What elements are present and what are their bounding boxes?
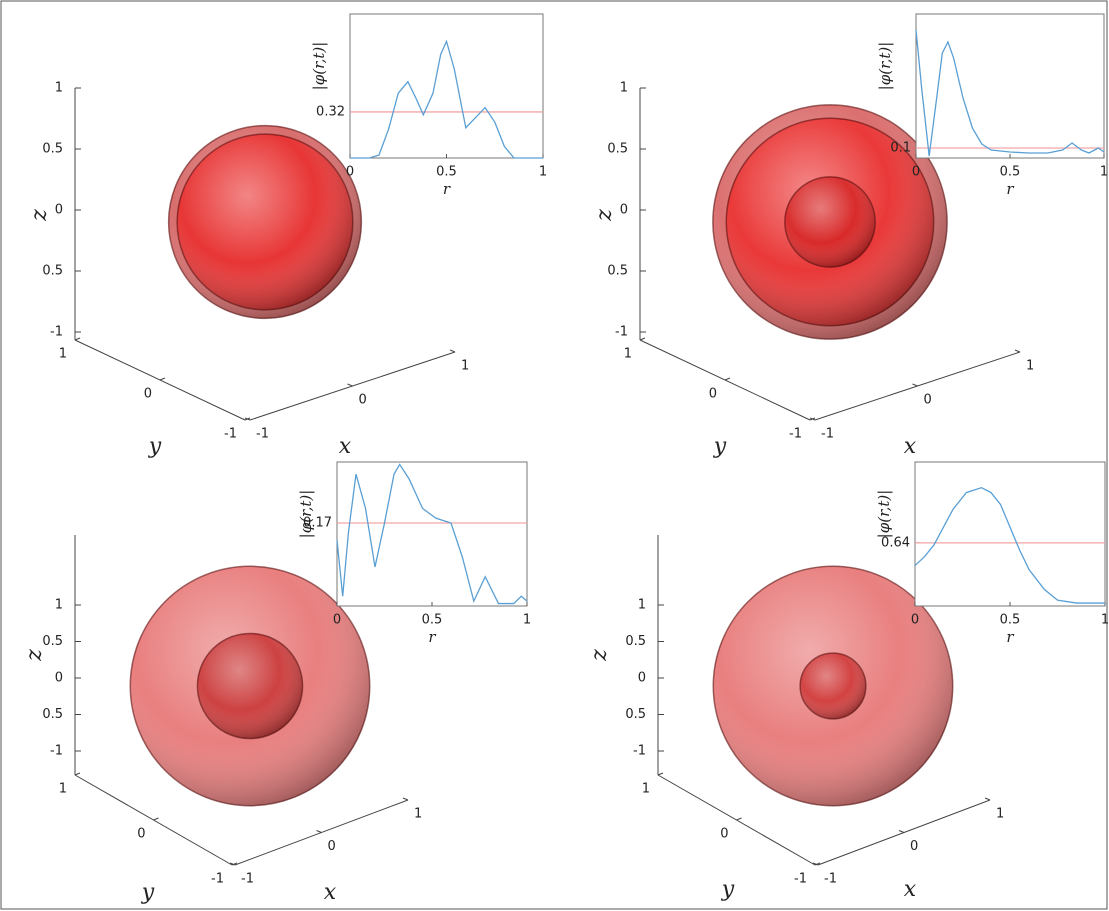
y-axis-label: y [721,877,735,902]
y-axis-label: y [713,434,727,459]
y-tick-label: -1 [794,872,807,887]
y-tick-label: 1 [59,782,67,797]
z-axis-label: z [587,649,612,662]
inset-x-tick-label: 0.5 [422,613,443,628]
z-axis-label: z [592,209,617,222]
z-tick-label: 0.5 [42,264,63,279]
x-tick-label: 1 [1026,359,1034,374]
z-tick-label: -1 [50,325,63,340]
y-tick-label: 1 [642,782,650,797]
x-tick-label: 0 [924,393,932,408]
z-tick-label: 1 [55,598,63,613]
inset-x-label: r [1006,180,1014,198]
y-tick-label: -1 [211,872,224,887]
z-tick-label: 1 [638,598,646,613]
z-tick-label: 0.5 [607,264,628,279]
y-tick-label: 1 [59,347,67,362]
inset-box [337,462,527,606]
x-tick-label: 1 [461,359,469,374]
x-tick-label: 1 [996,807,1004,822]
z-tick-label: 0.5 [625,634,646,649]
x-axis-label: x [904,877,917,902]
z-tick-label: 0.5 [42,707,63,722]
x-tick-label: 0 [359,393,367,408]
x-tick-label: 1 [414,807,422,822]
figure: 1 0.5 0 0.5 -1 1 0 -1 -1 0 1 z y x 0 0.5 1 0.32 r |φ(r,t)| 1… [0,0,1109,911]
z-axis-label: z [22,649,47,662]
inset-x-tick-label: 1 [1100,165,1108,180]
inset-x-tick-label: 0 [911,613,919,628]
inset-x-label: r [428,628,436,646]
y-axis-label: y [141,880,155,905]
inset-y-tick-label: 0.1 [890,141,911,156]
y-tick-label: -1 [224,427,237,442]
z-tick-label: -1 [633,744,646,759]
inset-x-tick-label: 0 [912,165,920,180]
inset-x-tick-label: 1 [523,613,531,628]
x-tick-label: -1 [821,427,834,442]
z-tick-label: -1 [50,744,63,759]
y-tick-label: 0 [709,387,717,402]
z-tick-label: 0 [55,203,63,218]
z-tick-label: 1 [55,81,63,96]
inset-x-tick-label: 0.5 [1000,165,1021,180]
y-tick-label: 0 [144,387,152,402]
x-tick-label: -1 [256,427,269,442]
y-tick-label: 0 [720,827,728,842]
shading [177,134,353,310]
z-tick-label: 0 [638,671,646,686]
inset-x-tick-label: 0.5 [1000,613,1021,628]
inset-box [350,14,543,158]
x-tick-label: 0 [910,839,918,854]
inset-x-label: r [443,180,451,198]
inset-box [915,462,1105,606]
z-tick-label: 0.5 [607,142,628,157]
y-tick-label: 1 [624,347,632,362]
z-tick-label: 0.5 [42,142,63,157]
z-tick-label: 1 [620,81,628,96]
y-tick-label: 0 [137,827,145,842]
shading [800,653,866,719]
z-tick-label: 0.5 [42,634,63,649]
z-tick-label: 0.5 [625,707,646,722]
x-tick-label: 0 [328,839,336,854]
inset-y-tick-label: 0.32 [316,104,345,119]
inset-y-label: |φ(r,t)| [297,490,315,539]
z-tick-label: 0 [55,671,63,686]
x-tick-label: -1 [824,872,837,887]
inset-x-label: r [1006,628,1014,646]
inset-y-label: |φ(r,t)| [875,490,893,539]
inset-x-tick-label: 0.5 [436,165,457,180]
inset-y-label: |φ(r,t)| [876,42,894,91]
x-tick-label: -1 [241,872,254,887]
shading [785,177,875,267]
inset-x-tick-label: 1 [1101,613,1109,628]
x-axis-label: x [324,880,337,905]
x-axis-label: x [339,434,352,459]
inset-x-tick-label: 0 [346,165,354,180]
z-tick-label: -1 [615,325,628,340]
x-axis-label: x [904,434,917,459]
inset-y-label: |φ(r,t)| [310,42,328,91]
inset-x-tick-label: 0 [333,613,341,628]
inset-box [916,14,1104,158]
z-axis-label: z [27,209,52,222]
inset-x-tick-label: 1 [539,165,547,180]
y-axis-label: y [148,434,162,459]
shading [197,633,302,738]
z-tick-label: 0 [620,203,628,218]
y-tick-label: -1 [789,427,802,442]
